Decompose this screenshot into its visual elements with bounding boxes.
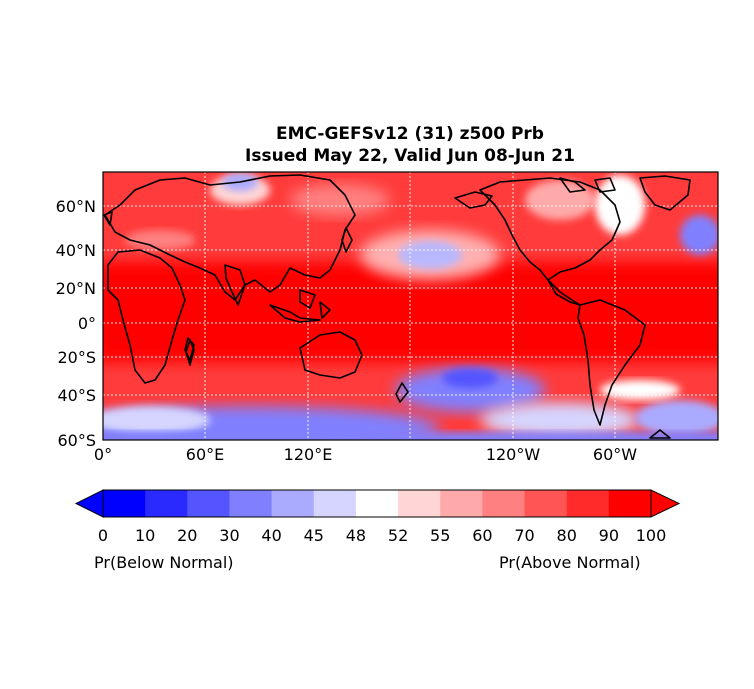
coastlines bbox=[103, 174, 691, 439]
lat-label: 60°S bbox=[57, 431, 96, 450]
colorbar-tick-label: 45 bbox=[303, 526, 324, 545]
colorbar-segment bbox=[482, 490, 526, 517]
colorbar-tick-label: 52 bbox=[387, 526, 409, 545]
colorbar-tick-label: 70 bbox=[514, 526, 535, 545]
colorbar-segment bbox=[566, 490, 610, 517]
latitude-labels: 60°N 40°N 20°N 0° 20°S 40°S 60°S bbox=[56, 197, 96, 450]
map-title-line1: EMC-GEFSv12 (31) z500 Prb bbox=[276, 124, 544, 144]
below-normal-label: Pr(Below Normal) bbox=[94, 553, 234, 572]
lat-label: 40°S bbox=[57, 386, 96, 405]
colorbar-tick-label: 90 bbox=[598, 526, 620, 545]
colorbar-segment bbox=[355, 490, 399, 517]
colorbar-tick-label: 10 bbox=[134, 526, 156, 545]
lon-label: 0° bbox=[94, 445, 112, 464]
colorbar-segment bbox=[271, 490, 315, 517]
colorbar-segment bbox=[440, 490, 483, 517]
lat-label: 60°N bbox=[56, 197, 96, 216]
colorbar-tick-label: 0 bbox=[97, 526, 109, 545]
lat-label: 20°N bbox=[56, 279, 96, 298]
lon-label: 60°E bbox=[186, 445, 224, 464]
colorbar-tick-label: 100 bbox=[635, 526, 667, 545]
colorbar-tick-label: 40 bbox=[261, 526, 282, 545]
lon-label: 120°W bbox=[486, 445, 541, 464]
longitude-labels: 0° 60°E 120°E 120°W 60°W bbox=[94, 445, 637, 464]
colorbar-tick-label: 30 bbox=[219, 526, 240, 545]
above-normal-label: Pr(Above Normal) bbox=[499, 553, 641, 572]
probability-field bbox=[103, 172, 718, 440]
lat-label: 20°S bbox=[57, 348, 96, 367]
map-title-line2: Issued May 22, Valid Jun 08-Jun 21 bbox=[245, 146, 575, 166]
colorbar-segment bbox=[187, 490, 230, 517]
colorbar-tick-label: 80 bbox=[556, 526, 577, 545]
lon-label: 60°W bbox=[593, 445, 637, 464]
colorbar-tick-label: 20 bbox=[177, 526, 198, 545]
colorbar-extend-low bbox=[74, 489, 104, 518]
colorbar-segment bbox=[229, 490, 273, 517]
colorbar-tick-label: 55 bbox=[430, 526, 451, 545]
colorbar-segment bbox=[398, 490, 441, 517]
colorbar-tick-label: 60 bbox=[472, 526, 493, 545]
colorbar bbox=[74, 489, 681, 518]
colorbar-tick-label: 48 bbox=[345, 526, 367, 545]
colorbar-segment bbox=[145, 490, 188, 517]
colorbar-segment bbox=[313, 490, 357, 517]
colorbar-segment bbox=[608, 490, 652, 517]
lon-label: 120°E bbox=[284, 445, 333, 464]
colorbar-frame bbox=[102, 489, 652, 518]
colorbar-extend-high bbox=[650, 489, 681, 518]
lat-label: 40°N bbox=[56, 241, 96, 260]
lat-label: 0° bbox=[78, 314, 96, 333]
colorbar-segment bbox=[524, 490, 568, 517]
colorbar-segment bbox=[103, 490, 146, 517]
map-frame bbox=[102, 171, 719, 441]
